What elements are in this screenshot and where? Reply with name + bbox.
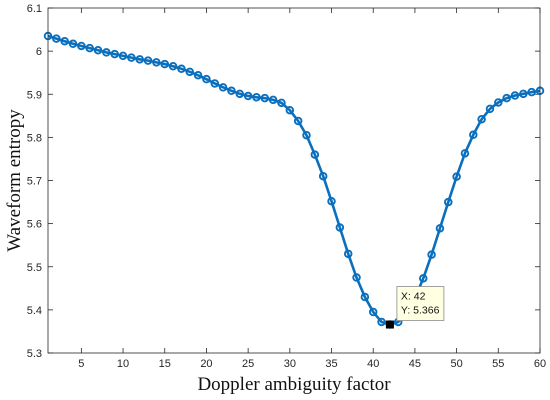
data-point — [177, 64, 186, 74]
data-point — [343, 249, 353, 259]
data-point — [127, 53, 136, 62]
data-point — [485, 104, 495, 114]
x-tick-label: 20 — [200, 358, 212, 370]
data-point — [110, 49, 119, 59]
y-tick-label: 5.5 — [27, 262, 42, 274]
data-point — [302, 130, 311, 140]
y-tick-label: 6.1 — [27, 3, 42, 15]
data-point — [52, 34, 61, 43]
data-tip: X: 42 Y: 5.366 — [385, 286, 445, 329]
data-point — [435, 224, 445, 233]
data-point — [452, 172, 461, 181]
data-point — [93, 46, 103, 55]
data-point — [277, 98, 286, 108]
datatip-marker — [385, 320, 394, 329]
x-tick-label: 50 — [450, 358, 462, 370]
data-point — [494, 98, 503, 107]
data-point — [293, 116, 303, 126]
data-point — [252, 93, 261, 102]
datatip-box — [396, 286, 445, 321]
x-axis-label: Doppler ambiguity factor — [197, 374, 391, 395]
data-point — [193, 71, 203, 80]
data-point — [160, 59, 169, 69]
data-point — [318, 171, 328, 181]
x-tick-label: 60 — [534, 358, 546, 370]
data-point — [152, 58, 161, 67]
x-tick-label: 10 — [117, 358, 129, 370]
data-point — [310, 150, 320, 159]
data-point — [502, 93, 511, 103]
y-tick-label: 5.3 — [27, 348, 42, 360]
data-point — [368, 307, 378, 317]
data-point — [60, 36, 69, 46]
data-point — [519, 89, 528, 99]
data-point — [135, 55, 144, 64]
x-tick-label: 5 — [78, 358, 84, 370]
data-point — [218, 83, 228, 92]
data-point — [243, 91, 253, 101]
data-point — [444, 197, 453, 207]
plot-frame — [47, 7, 541, 354]
datatip-x: X: 42 — [401, 291, 426, 303]
data-point — [510, 91, 520, 100]
data-point — [427, 250, 436, 259]
y-tick-label: 5.4 — [27, 305, 42, 317]
data-point — [260, 93, 270, 103]
y-tick-label: 5.8 — [27, 132, 42, 144]
data-point — [143, 56, 153, 65]
data-point — [85, 43, 94, 53]
data-point — [77, 41, 86, 51]
x-tick-label: 25 — [242, 358, 254, 370]
data-point — [185, 67, 195, 77]
data-point — [102, 48, 111, 57]
y-tick-label: 5.6 — [27, 219, 42, 231]
data-point — [527, 87, 536, 97]
data-point — [285, 105, 295, 115]
x-tick-label: 40 — [367, 358, 379, 370]
data-point — [118, 51, 128, 61]
data-point — [235, 89, 245, 99]
data-point — [469, 130, 478, 140]
datatip-y: Y: 5.366 — [401, 305, 440, 317]
data-point — [477, 115, 486, 124]
data-point — [335, 223, 345, 232]
y-tick-label: 5.9 — [27, 89, 42, 101]
data-point — [360, 292, 370, 302]
data-point — [68, 39, 78, 49]
axis-ticks: 5 10 15 20 25 30 35 40 45 50 55 60 5.3 5.4 5.5 5.6 5.7 5.… — [27, 3, 546, 370]
data-point — [352, 273, 361, 282]
data-point — [227, 86, 236, 96]
data-point — [168, 61, 178, 71]
data-point — [210, 79, 220, 88]
data-point — [460, 149, 470, 158]
data-point — [419, 274, 428, 283]
y-tick-label: 5.7 — [27, 176, 42, 188]
data-point — [377, 317, 386, 327]
x-tick-label: 45 — [409, 358, 421, 370]
y-tick-label: 6 — [36, 46, 42, 58]
x-tick-label: 30 — [284, 358, 296, 370]
x-tick-label: 55 — [492, 358, 504, 370]
x-tick-label: 35 — [325, 358, 337, 370]
y-axis-label: Waveform entropy — [4, 109, 25, 252]
data-point — [202, 74, 211, 84]
x-tick-label: 15 — [159, 358, 171, 370]
data-point — [268, 95, 278, 105]
data-point — [327, 196, 336, 206]
